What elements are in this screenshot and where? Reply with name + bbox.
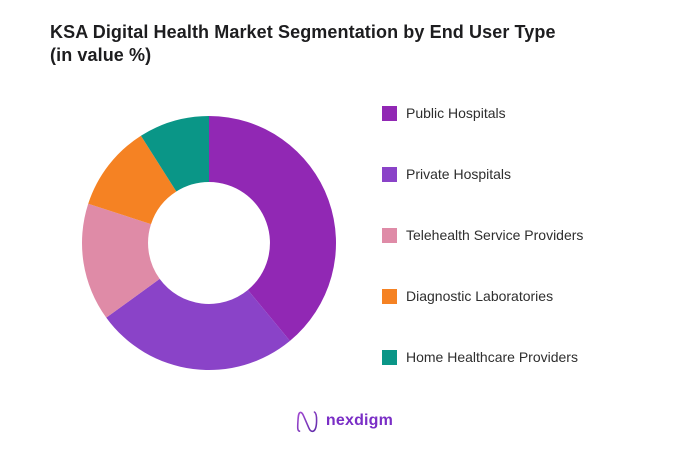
legend-label: Home Healthcare Providers xyxy=(406,349,578,365)
donut-slice-public-hospitals[interactable] xyxy=(209,116,337,341)
donut-slice-telehealth-service-providers[interactable] xyxy=(82,203,160,318)
legend-label: Telehealth Service Providers xyxy=(406,227,584,243)
chart-title-line1: KSA Digital Health Market Segmentation b… xyxy=(50,22,556,42)
legend-item-private-hospitals[interactable]: Private Hospitals xyxy=(382,166,583,182)
legend-item-telehealth-service-providers[interactable]: Telehealth Service Providers xyxy=(382,227,583,243)
legend-label: Diagnostic Laboratories xyxy=(406,288,554,304)
donut-slice-private-hospitals[interactable] xyxy=(106,278,290,371)
donut-slice-home-healthcare-providers[interactable] xyxy=(140,116,209,192)
legend-item-home-healthcare-providers[interactable]: Home Healthcare Providers xyxy=(382,349,583,365)
legend-item-public-hospitals[interactable]: Public Hospitals xyxy=(382,105,583,121)
legend-label: Public Hospitals xyxy=(406,105,506,121)
legend-swatch-icon xyxy=(382,105,397,121)
legend-label: Private Hospitals xyxy=(406,166,512,182)
legend-item-diagnostic-laboratories[interactable]: Diagnostic Laboratories xyxy=(382,288,583,304)
chart-title-line2: (in value %) xyxy=(50,45,152,65)
legend-swatch-icon xyxy=(382,349,397,365)
legend-swatch-icon xyxy=(382,227,397,243)
nexdigm-logo-mark xyxy=(296,411,317,433)
chart-legend: Public Hospitals Private Hospitals Teleh… xyxy=(382,105,583,365)
nexdigm-logo-text: nexdigm xyxy=(325,412,394,429)
chart-title: KSA Digital Health Market Segmentation b… xyxy=(50,21,640,67)
legend-swatch-icon xyxy=(382,288,397,304)
donut-slice-diagnostic-laboratories[interactable] xyxy=(88,135,177,225)
legend-swatch-icon xyxy=(382,166,397,182)
donut-svg xyxy=(82,116,337,371)
nexdigm-logo: nexdigm xyxy=(294,408,393,434)
donut-chart xyxy=(78,112,340,374)
